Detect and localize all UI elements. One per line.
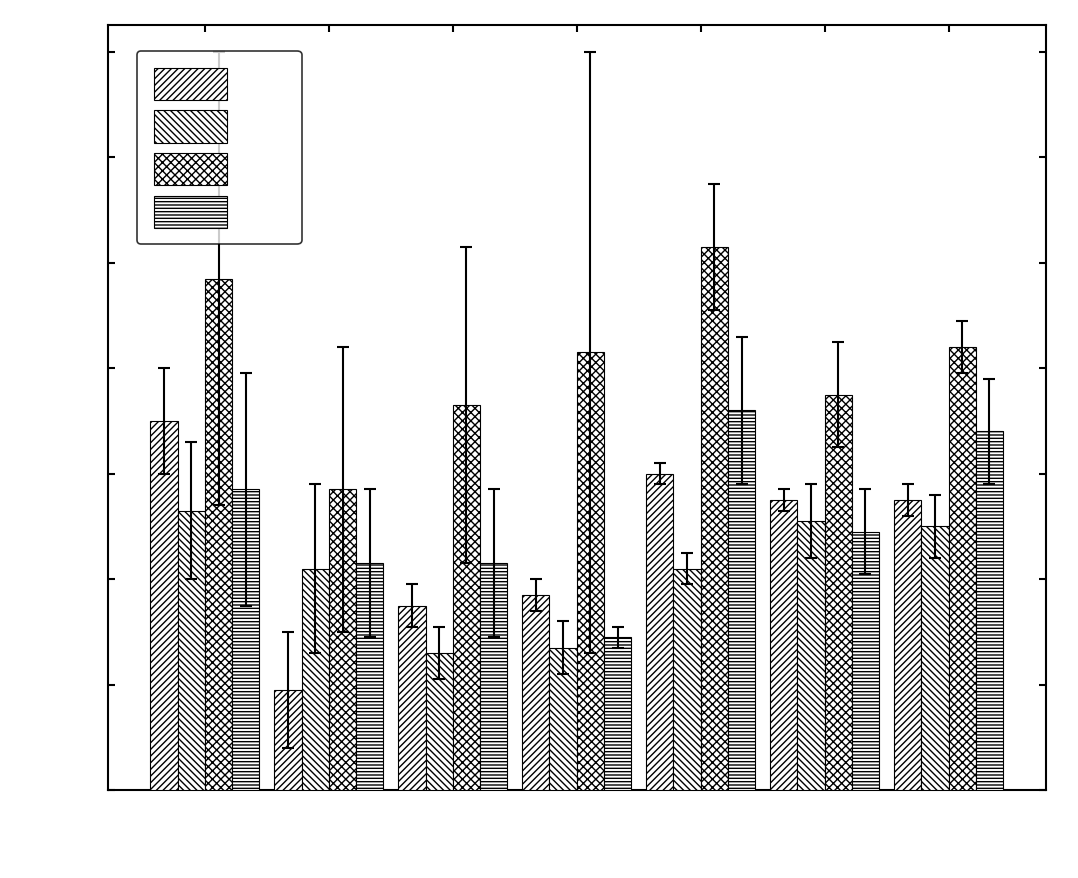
Bar: [604, 637, 632, 790]
Bar: [178, 511, 205, 790]
Bar: [453, 406, 480, 790]
Bar: [275, 690, 302, 790]
Bar: [577, 353, 604, 790]
Bar: [151, 421, 178, 790]
Bar: [232, 490, 260, 790]
Bar: [922, 527, 949, 790]
Bar: [949, 348, 976, 790]
Bar: [852, 532, 879, 790]
Bar: [701, 248, 728, 790]
Bar: [894, 500, 922, 790]
Bar: [646, 474, 674, 790]
Bar: [480, 564, 508, 790]
Bar: [398, 606, 426, 790]
Bar: [329, 490, 356, 790]
Bar: [728, 411, 756, 790]
Legend: 5月, 6月, 7月, 8月: 5月, 6月, 7月, 8月: [137, 52, 302, 245]
Bar: [550, 648, 577, 790]
Bar: [522, 595, 550, 790]
Bar: [205, 279, 232, 790]
Bar: [426, 653, 453, 790]
Bar: [825, 395, 852, 790]
Bar: [674, 569, 701, 790]
Bar: [302, 569, 329, 790]
Bar: [976, 432, 1003, 790]
Bar: [356, 564, 384, 790]
Bar: [770, 500, 798, 790]
Bar: [798, 522, 825, 790]
